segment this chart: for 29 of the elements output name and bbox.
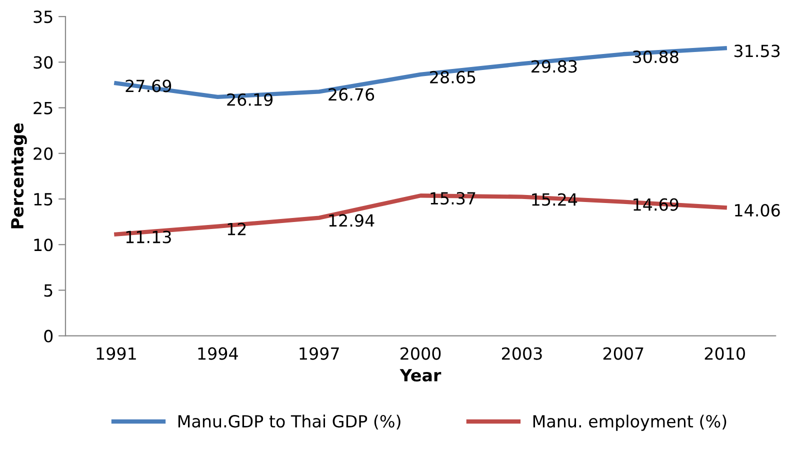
x-axis-title: Year	[400, 369, 442, 382]
x-tick-label: 1991	[96, 347, 136, 360]
y-tick-label: 5	[44, 284, 52, 297]
x-tick-label: 1997	[300, 347, 339, 360]
y-axis-title: Percentage	[11, 123, 27, 228]
y-tick-label: 0	[44, 330, 53, 342]
data-label: 27.69	[126, 80, 172, 92]
x-tick-label: 1994	[198, 347, 238, 360]
data-label: 28.65	[430, 70, 476, 84]
data-label: 29.83	[532, 60, 577, 73]
x-tick-label: 2003	[502, 347, 542, 360]
y-tick-label: 25	[34, 102, 52, 114]
data-label: 14.06	[735, 204, 780, 217]
x-tick-label: 2000	[400, 347, 441, 360]
data-label: 30.88	[633, 50, 678, 64]
y-tick-label: 10	[34, 238, 53, 252]
data-label: 26.19	[227, 93, 273, 106]
data-label: 31.53	[734, 44, 780, 58]
y-tick-label: 15	[34, 193, 52, 206]
data-label: 26.76	[328, 88, 374, 101]
data-label: 12.94	[329, 214, 374, 227]
y-tick-label: 20	[34, 147, 53, 160]
x-tick-label: 2010	[704, 347, 745, 360]
y-tick-label: 30	[34, 56, 53, 69]
data-label: 11.13	[126, 230, 171, 244]
x-tick-label: 2007	[603, 347, 644, 360]
y-tick-label: 35	[34, 10, 52, 24]
legend-label: Manu.GDP to Thai GDP (%)	[178, 414, 400, 430]
legend-label: Manu. employment (%)	[533, 414, 726, 431]
